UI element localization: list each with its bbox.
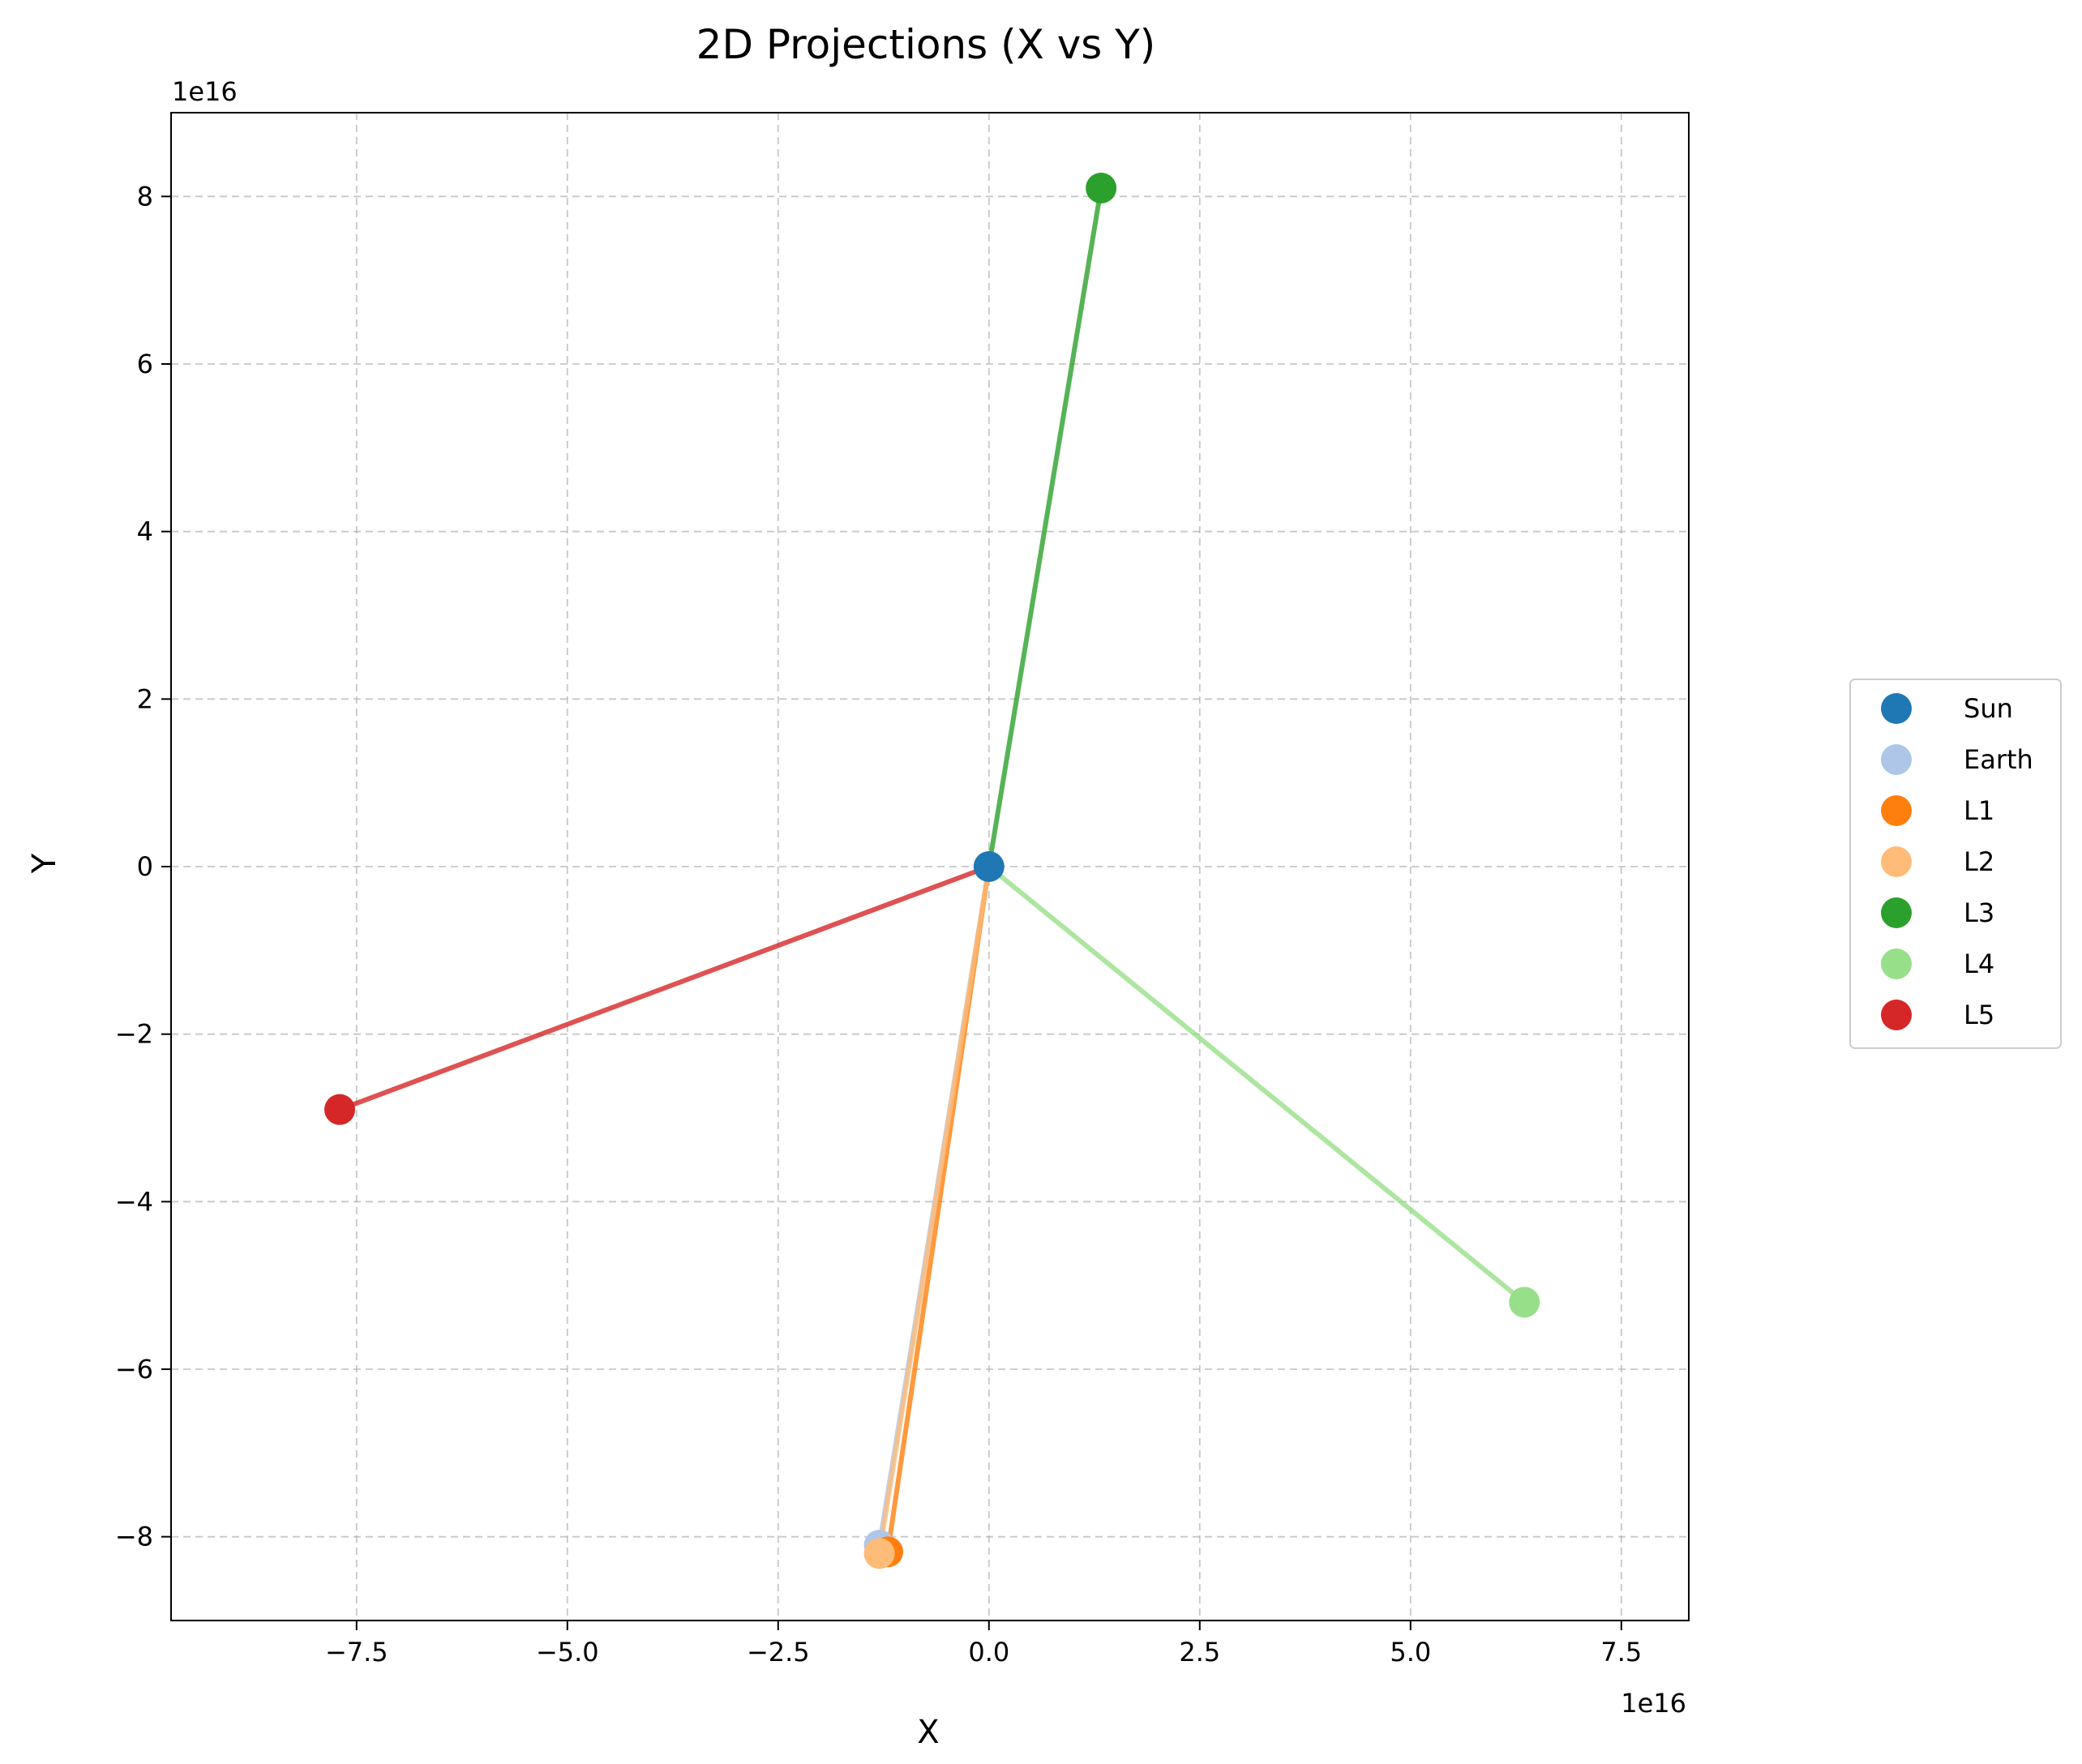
point-l2	[863, 1538, 895, 1569]
y-tick-label: 4	[137, 516, 153, 547]
chart-title: 2D Projections (X vs Y)	[696, 21, 1156, 68]
legend-marker-l1	[1881, 795, 1912, 826]
x-axis-label: X	[917, 1714, 939, 1751]
y-tick-label: −8	[115, 1522, 153, 1552]
legend-label-l3: L3	[1964, 897, 1994, 928]
x-tick-label: −2.5	[747, 1637, 810, 1668]
legend-label-l5: L5	[1964, 1000, 1994, 1030]
y-tick-label: 6	[137, 349, 153, 379]
x-tick-label: −7.5	[325, 1637, 388, 1668]
x-tick-label: −5.0	[536, 1637, 599, 1668]
series-line-l2	[876, 866, 992, 1554]
legend-label-l4: L4	[1964, 948, 1994, 979]
series-lines	[338, 187, 1527, 1554]
series-line-l4	[987, 864, 1527, 1304]
x-tick-label: 5.0	[1390, 1637, 1431, 1668]
y-tick-label: 8	[137, 181, 153, 212]
series-line-l3	[986, 187, 1104, 867]
legend-marker-l2	[1881, 846, 1912, 877]
axis-ticks: −7.5 −5.0 −2.5 0.0 2.5 5.0 7.5 −8 −6 −4 −2 0 2 4 6 8	[115, 181, 1642, 1668]
legend-label-sun: Sun	[1964, 693, 2013, 724]
point-l4	[1509, 1287, 1540, 1318]
x-tick-label: 2.5	[1179, 1637, 1220, 1668]
legend-marker-l3	[1881, 897, 1912, 928]
x-tick-label: 7.5	[1600, 1637, 1642, 1668]
legend: Sun Earth L1 L2 L3 L4 L5	[1849, 679, 2062, 1049]
y-tick-label: 2	[137, 683, 153, 714]
x-offset-text: 1e16	[1621, 1688, 1686, 1719]
legend-label-l2: L2	[1964, 846, 1994, 877]
point-l3	[1086, 173, 1117, 203]
y-tick-label: −4	[115, 1186, 153, 1217]
legend-marker-l4	[1881, 948, 1912, 979]
point-l5	[324, 1094, 355, 1125]
series-points	[324, 173, 1540, 1569]
legend-marker-l5	[1881, 1000, 1912, 1030]
legend-label-l1: L1	[1964, 795, 1994, 826]
y-offset-text: 1e16	[172, 76, 238, 107]
y-axis-label: Y	[26, 853, 63, 874]
legend-marker-sun	[1881, 693, 1912, 724]
series-line-l5	[338, 864, 990, 1112]
legend-label-earth: Earth	[1964, 744, 2033, 775]
y-tick-label: −2	[115, 1019, 153, 1050]
x-tick-label: 0.0	[968, 1637, 1009, 1668]
point-sun	[973, 851, 1005, 882]
y-tick-label: −6	[115, 1354, 153, 1385]
plot-frame	[170, 112, 1690, 1621]
y-tick-label: 0	[137, 851, 153, 882]
legend-marker-earth	[1881, 744, 1912, 775]
grid	[171, 113, 1689, 1621]
